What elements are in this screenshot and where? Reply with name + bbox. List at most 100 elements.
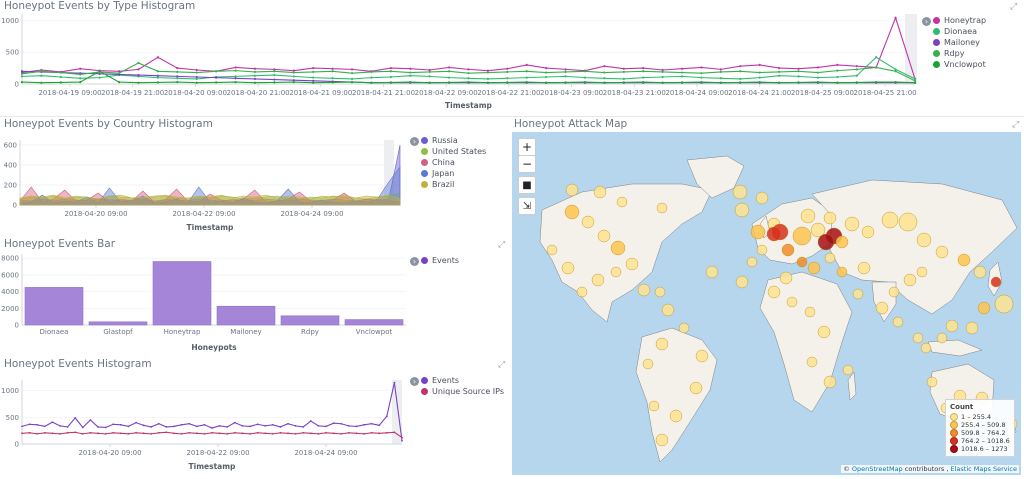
data-point [59,71,62,74]
type-histogram-chart: 1000 500 0 2018-04-19 09:00 2018-04-19 21:00… [1,14,917,110]
data-point [622,67,625,70]
draw-square-icon[interactable]: ■ [518,176,536,194]
legend-item[interactable]: Honeytrap [933,15,986,26]
current-time-shade [392,380,402,444]
legend-item[interactable]: Dionaea [933,26,986,37]
data-point [156,56,159,59]
expand-icon[interactable]: ⤢ [1010,2,1018,12]
data-point [370,81,373,84]
data-point [28,431,31,434]
legend-dot-icon [421,257,428,264]
data-point [165,426,168,428]
data-point [142,424,145,427]
attack-marker [836,266,848,278]
attack-marker [881,211,899,229]
legend-item[interactable]: United States [421,146,486,157]
attack-marker [835,235,849,249]
attack-marker [810,222,826,238]
zoom-in-button[interactable]: + [518,138,536,156]
attack-marker [767,285,781,299]
data-point [363,423,365,426]
attack-marker [892,316,904,328]
data-point [215,76,218,79]
data-point [401,439,403,442]
data-point [98,72,101,75]
expand-icon[interactable]: ⤢ [1012,120,1020,130]
data-point [287,432,289,435]
data-point [97,426,99,428]
map-legend-label: 509.8 – 764.2 [961,429,1006,437]
legend-item[interactable]: China [421,157,486,168]
data-point [104,432,107,435]
data-point [137,61,140,65]
legend-item[interactable]: Mailoney [933,37,986,48]
ems-link[interactable]: Elastic Maps Service [950,465,1017,473]
data-point [302,426,305,428]
data-point [855,68,858,71]
zoom-out-button[interactable]: − [518,155,536,173]
data-point [525,70,528,73]
data-point [331,77,334,80]
data-point [40,70,43,73]
data-point [249,432,251,435]
osm-link[interactable]: OpenStreetMap [851,465,903,473]
events-histogram-chart: 1000 500 0 2018-04-20 09:00 2018-04-22 09:00… [1,380,403,471]
legend-item[interactable]: Vnclowpot [933,59,986,70]
legend-item[interactable]: Events [421,375,504,386]
attack-marker [823,211,837,225]
attribution-mid: contributors , [904,465,949,473]
panel-title: Honeypot Events by Country Histogram [4,118,213,130]
legend-item[interactable]: Unique Source IPs [421,386,504,397]
data-point [583,70,587,73]
legend-toggle-icon[interactable]: › [410,257,419,266]
panel-title: Honeypot Events Histogram [4,358,152,370]
data-point [157,431,160,434]
attack-marker [817,233,835,251]
attack-marker [561,261,575,275]
panel-title: Honeypot Events Bar [4,238,116,250]
data-point [739,65,742,68]
legend-item[interactable]: Russia [421,135,486,146]
attack-marker [916,232,932,248]
data-point [137,81,140,84]
attack-map-panel: Honeypot Attack Map ⤢ + − ■ ⇲ Count 1 – … [510,118,1024,479]
legend-toggle-icon[interactable]: › [410,137,419,146]
data-point [271,423,274,426]
legend-toggle-icon[interactable]: › [922,17,931,26]
legend-toggle-icon[interactable]: › [410,377,419,386]
attack-marker [888,286,900,298]
legend-dot-icon [933,28,940,35]
data-point [661,75,664,79]
attack-marker [564,204,580,220]
data-point [545,75,548,79]
expand-icon[interactable]: ⤢ [498,360,506,370]
data-point [331,67,334,70]
data-point [180,423,183,426]
data-point [188,422,191,425]
data-point [66,431,69,434]
data-point [309,432,312,435]
data-point [312,81,315,84]
legend-item[interactable]: Brazil [421,179,486,190]
bar-honeytrap [152,261,212,326]
attack-marker [965,321,979,335]
events-legend: Events Unique Source IPs [421,375,504,397]
map-canvas[interactable]: + − ■ ⇲ Count 1 – 255.4 255.4 – 509.8 509.… [512,132,1021,475]
world-map[interactable] [512,132,1021,475]
data-point [447,81,451,84]
data-point [661,70,664,74]
legend-item[interactable]: Rdpy [933,48,986,59]
data-point [370,70,373,74]
expand-icon[interactable]: ⤢ [498,240,506,250]
data-point [117,72,121,75]
legend-item[interactable]: Japan [421,168,486,179]
fit-bounds-icon[interactable]: ⇲ [518,197,536,215]
data-point [176,66,179,70]
data-point [506,81,509,84]
data-point [370,76,373,79]
legend-item[interactable]: Events [421,255,459,266]
data-point [317,424,320,427]
attribution-prefix: © [843,465,850,473]
data-point [211,427,213,429]
data-point [81,426,84,429]
